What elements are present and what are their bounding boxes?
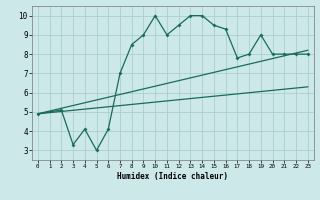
X-axis label: Humidex (Indice chaleur): Humidex (Indice chaleur) bbox=[117, 172, 228, 181]
